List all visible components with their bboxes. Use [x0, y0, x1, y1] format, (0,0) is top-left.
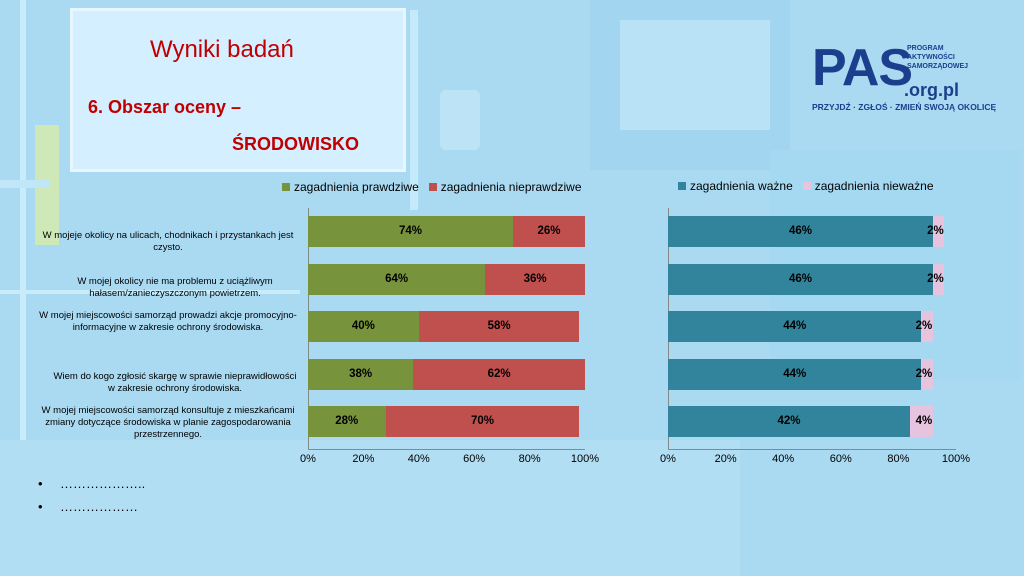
data-label: 2%: [927, 225, 944, 237]
legend-swatch-niewazne: [802, 182, 811, 190]
bar-series-2: [921, 359, 933, 390]
row-label: W mojej miejscowości samorząd prowadzi a…: [39, 310, 297, 333]
legend-label: zagadnienia prawdziwe: [294, 180, 419, 194]
bar-series-1: [308, 359, 414, 390]
bar-series-1: [668, 311, 922, 342]
page-title: Wyniki badań: [150, 36, 294, 63]
bar-series-1: [668, 216, 933, 247]
legend-label: zagadnienia nieważne: [814, 179, 934, 193]
data-label: 2%: [927, 273, 944, 285]
bar-series-1: [308, 216, 513, 247]
data-label: 44%: [783, 368, 807, 380]
bullet-list: ……………….. ………………: [38, 476, 145, 522]
legend-item: zagadnienia nieważne: [802, 179, 934, 193]
bar-series-2: [932, 264, 945, 295]
data-label: 26%: [537, 225, 561, 237]
x-axis-line: [308, 449, 585, 450]
pas-logo: PAS PROGRAM AKTYWNOŚCI SAMORZĄDOWEJ .org…: [812, 39, 996, 118]
data-label: 46%: [788, 225, 812, 237]
data-label: 28%: [335, 415, 359, 427]
x-tick-label: 40%: [407, 453, 430, 465]
x-tick-label: 40%: [772, 453, 795, 465]
data-label: 62%: [487, 368, 511, 380]
x-tick-label: 20%: [714, 453, 737, 465]
legend-left: zagadnienia prawdziwe zagadnienia niepra…: [282, 180, 582, 194]
data-label: 2%: [915, 368, 933, 380]
bar-series-1: [308, 264, 486, 295]
bar-series-2: [921, 311, 933, 342]
bar-series-2: [413, 359, 585, 390]
bar-series-2: [909, 406, 933, 437]
logo-main-text: PAS: [812, 39, 913, 97]
data-label: 2%: [915, 320, 933, 332]
legend-swatch-nieprawdziwe: [428, 183, 437, 191]
legend-item: zagadnienia prawdziwe: [282, 180, 419, 194]
bar-series-2: [418, 311, 580, 342]
data-label: 58%: [487, 320, 511, 332]
title-card: [70, 8, 406, 172]
bar-series-1: [668, 264, 933, 295]
data-label: 36%: [523, 273, 547, 285]
row-label: W mojej okolicy nie ma problemu z uciążl…: [77, 276, 273, 299]
bar-series-2: [932, 216, 945, 247]
bar-series-1: [668, 406, 910, 437]
data-label: 40%: [351, 320, 375, 332]
row-label: W mojeje okolicy na ulicach, chodnikach …: [42, 230, 294, 253]
bullet-item: ………………: [38, 499, 145, 514]
x-tick-label: 20%: [352, 453, 375, 465]
legend-swatch-prawdziwe: [282, 183, 290, 191]
x-tick-label: 100%: [570, 453, 600, 465]
data-label: 46%: [788, 273, 812, 285]
x-tick-label: 60%: [463, 453, 486, 465]
legend-right: zagadnienia ważne zagadnienia nieważne: [678, 179, 934, 193]
x-tick-label: 100%: [941, 453, 971, 465]
logo-small-line: PROGRAM: [907, 45, 944, 52]
logo-org-text: .org.pl: [904, 80, 959, 100]
logo-small-text: PROGRAM AKTYWNOŚCI SAMORZĄDOWEJ: [907, 44, 968, 71]
data-label: 70%: [470, 415, 494, 427]
data-label: 4%: [915, 415, 933, 427]
x-tick-label: 80%: [518, 453, 541, 465]
x-tick-label: 80%: [887, 453, 910, 465]
row-label: W mojej miejscowości samorząd konsultuje…: [41, 405, 295, 440]
row-label: Wiem do kogo zgłosić skargę w sprawie ni…: [53, 371, 297, 394]
legend-label: zagadnienia ważne: [690, 179, 793, 193]
bar-series-1: [668, 359, 922, 390]
subtitle-line-1: 6. Obszar oceny –: [88, 97, 242, 117]
x-tick-label: 0%: [660, 453, 676, 465]
data-label: 44%: [783, 320, 807, 332]
x-tick-label: 60%: [829, 453, 852, 465]
bullet-item: ………………..: [38, 476, 145, 491]
bar-series-2: [485, 264, 585, 295]
legend-label: zagadnienia nieprawdziwe: [440, 180, 582, 194]
data-label: 74%: [398, 225, 422, 237]
logo-small-line: SAMORZĄDOWEJ: [907, 63, 969, 70]
bar-series-1: [308, 311, 419, 342]
x-tick-label: 0%: [300, 453, 316, 465]
bar-series-1: [308, 406, 386, 437]
data-label: 42%: [777, 415, 801, 427]
logo-small-line: AKTYWNOŚCI: [907, 54, 955, 61]
x-axis-line: [668, 449, 956, 450]
legend-item: zagadnienia nieprawdziwe: [428, 180, 582, 194]
legend-item: zagadnienia ważne: [678, 179, 793, 193]
data-label: 64%: [385, 273, 409, 285]
bar-series-2: [512, 216, 585, 247]
logo-tagline: PRZYJDŹ · ZGŁOŚ · ZMIEŃ SWOJĄ OKOLICĘ: [812, 102, 997, 112]
data-label: 38%: [349, 368, 373, 380]
bar-series-2: [385, 406, 580, 437]
subtitle-line-2: ŚRODOWISKO: [232, 134, 360, 154]
legend-swatch-wazne: [678, 182, 686, 190]
